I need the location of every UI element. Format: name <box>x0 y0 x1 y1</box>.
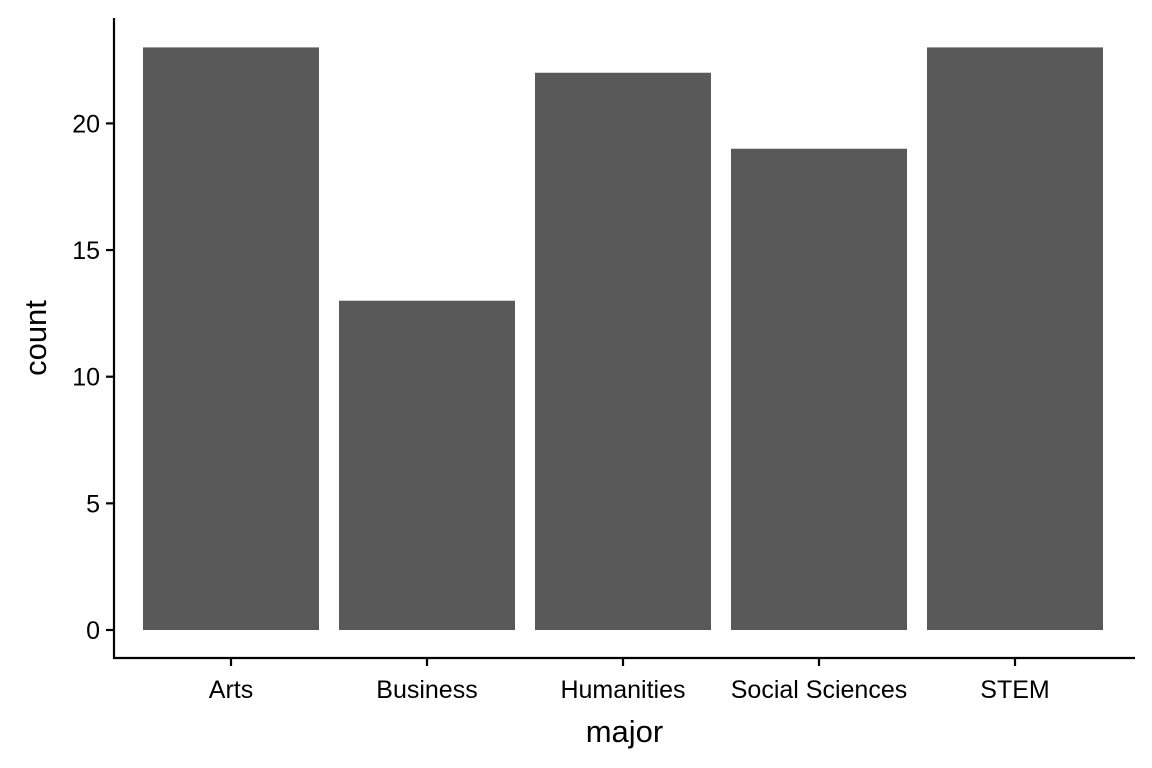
y-tick-label: 0 <box>86 617 100 645</box>
x-axis-title: major <box>586 714 664 749</box>
y-tick-label: 5 <box>86 490 100 518</box>
x-tick-label: Social Sciences <box>731 676 907 704</box>
bar-humanities <box>535 72 711 631</box>
bar-business <box>339 300 515 630</box>
x-tick-label: Arts <box>209 676 253 704</box>
y-tick-label: 15 <box>72 237 100 265</box>
bar-stem <box>927 47 1103 631</box>
x-tick-label: STEM <box>980 676 1049 704</box>
bars-group <box>143 47 1103 631</box>
ticks-group: 0 5 10 15 20 Arts Business Humanities Social Sci… <box>72 110 1050 704</box>
x-tick-label: Business <box>376 676 477 704</box>
y-axis-title: count <box>18 300 53 376</box>
y-tick-label: 20 <box>72 110 100 138</box>
y-tick-label: 10 <box>72 364 100 392</box>
bar-arts <box>143 47 319 631</box>
x-tick-label: Humanities <box>560 676 685 704</box>
bar-social-sciences <box>731 148 907 631</box>
